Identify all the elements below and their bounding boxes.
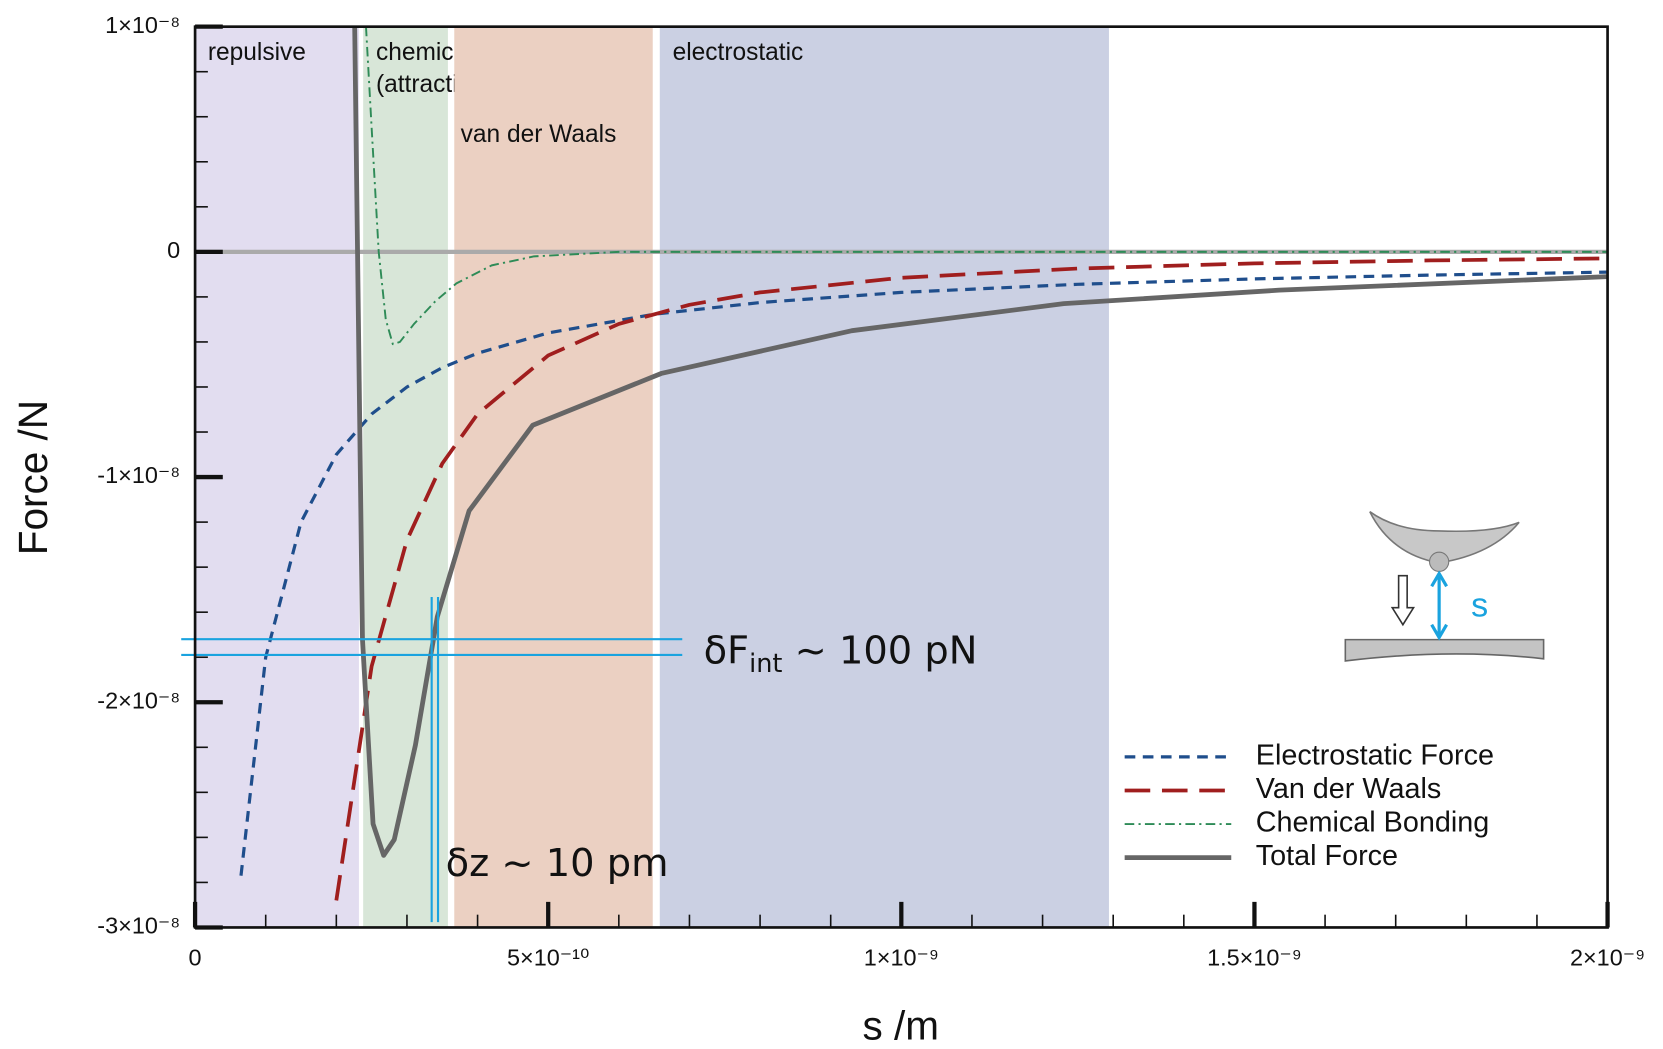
- y-tick-label: 1×10⁻⁸: [105, 12, 180, 38]
- x-tick-label: 2×10⁻⁹: [1570, 945, 1645, 971]
- region-band: [363, 26, 448, 928]
- surface: [1344, 638, 1545, 662]
- inset-label: s: [1471, 587, 1488, 625]
- region-band: [454, 26, 653, 928]
- tip: [1369, 511, 1520, 564]
- inset-icon: s: [1344, 511, 1545, 662]
- band-label: van der Waals: [461, 121, 617, 148]
- x-tick-label: 1×10⁻⁹: [864, 945, 939, 971]
- y-tick-label: -3×10⁻⁸: [97, 913, 180, 939]
- x-tick-label: 5×10⁻¹⁰: [507, 945, 589, 971]
- delta-z-label: δz ~ 10 pm: [446, 841, 669, 886]
- x-tick-label: 0: [189, 945, 202, 971]
- y-tick-label: -1×10⁻⁸: [97, 462, 180, 488]
- y-tick-label: -2×10⁻⁸: [97, 687, 180, 713]
- bands: repulsive chemical(attractive)van der Waa…: [195, 26, 1109, 928]
- delta-f-subscript: int: [749, 649, 782, 679]
- plot-frame: [193, 25, 1609, 929]
- series-line: [352, 26, 1608, 858]
- approach-arrow: [1390, 574, 1415, 627]
- legend-label: Van der Waals: [1256, 773, 1441, 805]
- series-line: [365, 26, 1608, 346]
- delta-f-prefix: δF: [704, 628, 750, 673]
- delta-f-label: δFint ~ 100 pN: [704, 628, 978, 679]
- legend-label: Chemical Bonding: [1256, 807, 1489, 839]
- series-line: [334, 256, 1608, 901]
- region-band: [659, 26, 1109, 928]
- distance-arrow-heads: [1430, 570, 1448, 641]
- band-label: electrostatic: [673, 39, 804, 66]
- annotations: δFint ~ 100 pN δz ~ 10 pm: [181, 596, 978, 923]
- band-label: repulsive: [208, 39, 306, 66]
- x-tick-label: 1.5×10⁻⁹: [1207, 945, 1302, 971]
- x-axis-title: s /m: [863, 1002, 940, 1048]
- series-lines: [239, 26, 1608, 901]
- y-tick-label: 0: [167, 237, 180, 263]
- delta-f-suffix: ~ 100 pN: [782, 628, 977, 673]
- legend-label: Total Force: [1256, 840, 1398, 872]
- tip-atom: [1429, 551, 1450, 572]
- y-axis-title: Force /N: [10, 400, 56, 555]
- series-line: [239, 270, 1608, 876]
- legend-label: Electrostatic Force: [1256, 740, 1494, 772]
